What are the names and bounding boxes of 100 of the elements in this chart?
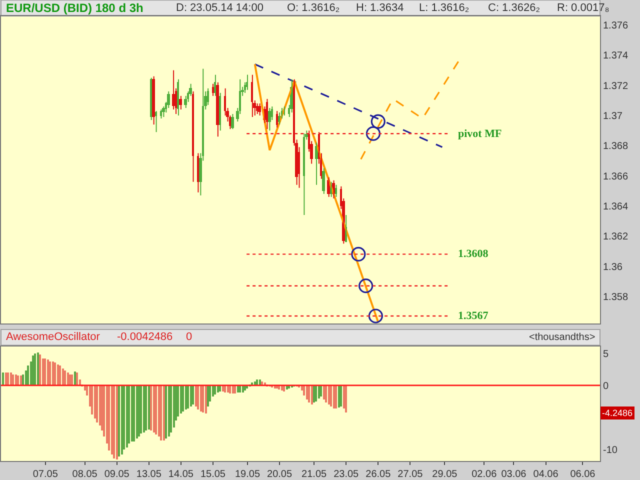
bar	[308, 385, 310, 402]
y-tick-label: 1.362	[603, 232, 628, 243]
ref-line-label: 1.3608	[458, 248, 489, 260]
bar	[116, 385, 118, 460]
ref-line-label: pivot MF	[458, 128, 502, 140]
bar	[330, 385, 332, 406]
x-tick-label: 13.05	[136, 469, 162, 480]
text: -0.0042486	[117, 331, 173, 343]
bar	[17, 375, 19, 386]
bar	[202, 385, 204, 412]
bar	[283, 385, 285, 392]
bar	[158, 385, 160, 436]
text: R: 0.0017₈	[557, 2, 610, 14]
x-tick-label: 29.05	[432, 469, 458, 480]
bar	[2, 372, 4, 386]
bar	[217, 385, 219, 392]
bar	[96, 385, 98, 422]
bar	[318, 385, 320, 398]
bar	[325, 385, 327, 402]
bar	[224, 385, 226, 392]
text: 0	[186, 331, 192, 343]
bar	[108, 385, 110, 450]
bar	[113, 385, 115, 458]
bar	[168, 385, 170, 436]
ref-line-label: 1.3567	[458, 310, 489, 322]
x-tick-label: 04.06	[533, 469, 559, 480]
text: L: 1.3616₂	[419, 2, 470, 14]
bar	[237, 385, 239, 392]
point	[351, 246, 366, 262]
bar	[118, 385, 120, 456]
bar	[57, 364, 59, 386]
bar	[303, 385, 305, 396]
y-tick-label: 1.376	[603, 20, 628, 32]
bar	[47, 359, 49, 386]
bar	[34, 353, 36, 386]
y-tick-label: 1.374	[603, 50, 628, 62]
x-tick-label: 09.05	[104, 469, 130, 480]
y-axis-title: <thousandths>	[529, 332, 596, 343]
y-tick-label: 1.36	[603, 262, 623, 273]
bar	[145, 385, 147, 430]
x-tick-label: 07.05	[32, 469, 58, 480]
bar	[91, 385, 93, 414]
bar	[94, 385, 96, 418]
bar	[64, 370, 66, 386]
x-tick-label: 23.05	[334, 469, 360, 480]
bar	[200, 385, 202, 412]
y-tick-label: 5	[603, 348, 609, 360]
bar	[234, 385, 236, 394]
bar	[10, 372, 12, 386]
bar	[71, 374, 73, 386]
bar	[192, 385, 194, 404]
bar	[338, 385, 340, 408]
x-tick-label: 06.06	[570, 469, 596, 480]
bar	[343, 385, 345, 408]
bar	[180, 385, 182, 414]
bar	[7, 372, 9, 386]
bar	[320, 385, 322, 396]
bar	[155, 385, 157, 434]
bar	[42, 358, 44, 386]
y-tick-label: 1.372	[603, 80, 628, 92]
bar	[214, 385, 216, 394]
bar	[62, 368, 64, 386]
bar	[49, 361, 51, 386]
bar	[328, 385, 330, 404]
x-tick-label: 21.05	[302, 469, 328, 480]
text: O: 1.3616₂	[287, 2, 340, 14]
bar	[281, 385, 283, 390]
bar	[136, 385, 138, 438]
bar	[15, 374, 17, 386]
bar	[59, 365, 61, 386]
text: H: 1.3634	[356, 2, 404, 14]
x-tick-label: 03.06	[501, 469, 527, 480]
x-tick-label: 19.05	[234, 469, 260, 480]
bar	[5, 372, 7, 386]
bar	[219, 385, 221, 392]
bar	[52, 361, 54, 386]
chart-title: EUR/USD (BID) 180 d 3h	[6, 1, 144, 15]
bar	[111, 385, 113, 454]
bar	[195, 385, 197, 406]
bar	[345, 385, 347, 412]
bar	[121, 385, 123, 454]
text: AwesomeOscillator	[6, 331, 100, 343]
bar	[44, 358, 46, 386]
point	[366, 126, 381, 141]
y-tick-label: 1.368	[603, 141, 628, 152]
bar	[153, 385, 155, 432]
bar	[197, 385, 199, 410]
bar	[323, 385, 325, 400]
bar	[315, 385, 317, 402]
bar	[306, 385, 308, 400]
text: D: 23.05.14 14:00	[176, 2, 264, 14]
x-tick-label: 08.05	[72, 469, 98, 480]
bar	[160, 385, 162, 440]
bar	[187, 385, 189, 408]
bar	[128, 385, 130, 444]
x-tick-label: 20.05	[267, 469, 292, 480]
bar	[333, 385, 335, 408]
y-tick-label: -10	[603, 444, 618, 456]
y-tick-label: 1.37	[603, 111, 623, 122]
bar	[170, 385, 172, 432]
